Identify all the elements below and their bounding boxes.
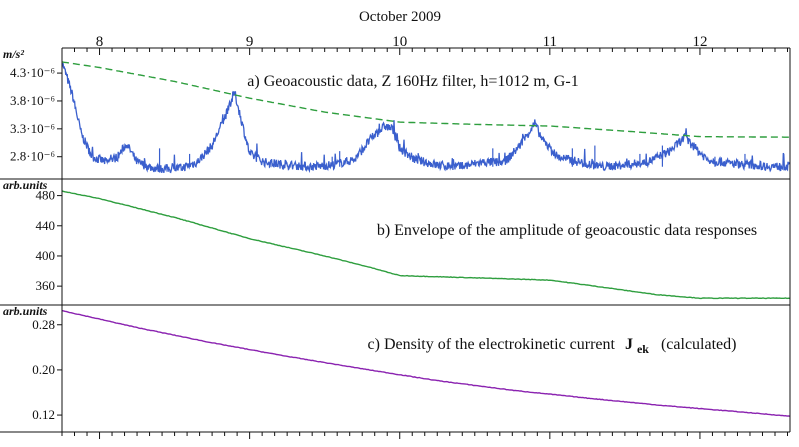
y-tick-label: 360 [36, 278, 56, 293]
day-label-10: 10 [392, 34, 407, 50]
day-label-11: 11 [543, 34, 557, 50]
y-tick-label: 480 [36, 188, 56, 203]
y-tick-label: 0.20 [32, 362, 55, 377]
panel-c-caption: c) Density of the electrokinetic current… [368, 336, 737, 357]
y-tick-label: 400 [36, 248, 56, 263]
y-tick-label: 4.3·10⁻⁶ [10, 65, 55, 80]
panel-b-y-ticks: 480 440 400 360 [36, 188, 62, 293]
panel-a-y-ticks: 4.3·10⁻⁶ 3.8·10⁻⁶ 3.3·10⁻⁶ 2.8·10⁻⁶ [10, 65, 62, 164]
panel-b-series [61, 190, 791, 300]
panel-c-caption-suffix: (calculated) [661, 336, 737, 353]
panel-a-series [61, 61, 791, 174]
panel-c-caption-text: c) Density of the electrokinetic current [368, 336, 616, 353]
panel-c-caption-symbol-sub: ek [637, 342, 649, 356]
panel-c-caption-symbol: J [625, 336, 633, 353]
panel-c: 0.28 0.20 0.12 arb.units c) Density of the… [3, 304, 791, 422]
day-tick-labels: 8 9 10 11 12 [96, 34, 708, 50]
panel-b: 480 440 400 360 arb.units b) Envelope of th… [3, 178, 791, 300]
envelope-amplitude-line [61, 190, 791, 300]
envelope-dashed-line [61, 61, 790, 138]
panel-a: 4.3·10⁻⁶ 3.8·10⁻⁶ 3.3·10⁻⁶ 2.8·10⁻⁶ m/s² a)… [3, 47, 791, 174]
y-tick-label: 440 [36, 218, 56, 233]
panel-c-unit-label: arb.units [3, 304, 48, 318]
y-tick-label: 0.12 [32, 407, 55, 422]
day-label-9: 9 [246, 34, 254, 50]
y-tick-label: 2.8·10⁻⁶ [10, 149, 55, 164]
day-label-8: 8 [96, 34, 104, 50]
y-tick-label: 3.3·10⁻⁶ [10, 121, 55, 136]
geoacoustic-signal-line [61, 63, 791, 174]
panel-b-unit-label: arb.units [3, 178, 48, 192]
y-tick-label: 0.28 [32, 317, 55, 332]
panel-b-caption: b) Envelope of the amplitude of geoacous… [377, 222, 757, 239]
current-density-line [61, 309, 791, 417]
panel-c-series [61, 309, 791, 417]
panel-a-caption: a) Geoacoustic data, Z 160Hz filter, h=1… [247, 73, 578, 90]
panel-c-y-ticks: 0.28 0.20 0.12 [32, 317, 62, 422]
panel-a-unit-label: m/s² [3, 47, 24, 61]
figure-title: October 2009 [359, 9, 441, 25]
y-tick-label: 3.8·10⁻⁶ [10, 93, 55, 108]
day-label-12: 12 [692, 34, 707, 50]
figure-frame [0, 47, 791, 439]
